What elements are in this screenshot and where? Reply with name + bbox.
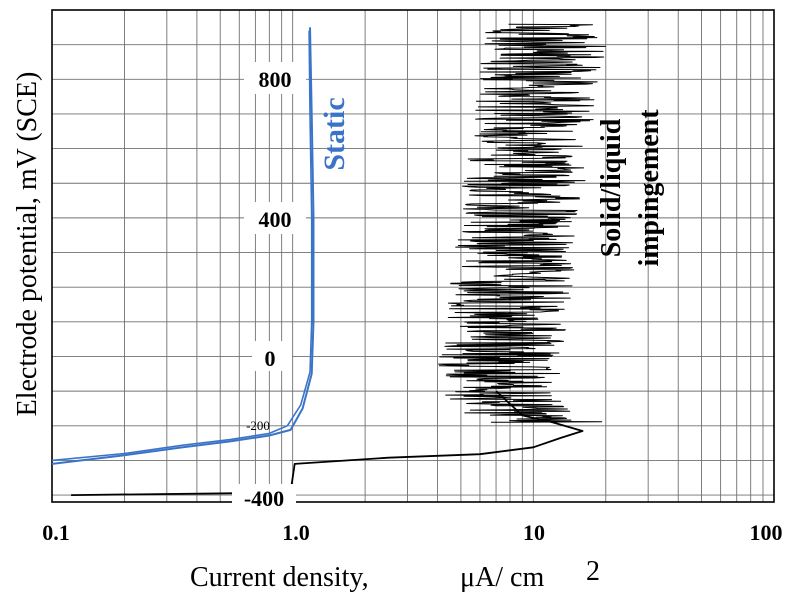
static-curve-return [51, 30, 313, 462]
x-axis-label-text: Current density, [190, 562, 369, 593]
solid-liquid-label-line2: impingement [634, 109, 665, 267]
solid-liquid-label-line1: Solid/liquid [596, 118, 627, 257]
x-axis-unit: μA/ cm [460, 562, 544, 593]
grid [52, 10, 774, 502]
y-tick-minus400: -400 [244, 486, 284, 511]
impingement-curve-lower [71, 390, 584, 496]
y-tick-0: 0 [265, 346, 276, 371]
x-tick-1.0: 1.0 [282, 520, 310, 545]
static-curve-forward [51, 27, 315, 465]
y-tick-400: 400 [259, 207, 292, 232]
static-label: Static [318, 97, 351, 170]
x-axis-label: Current density, μA/ cm 2 [190, 556, 600, 593]
x-axis-unit-exponent: 2 [586, 556, 600, 587]
y-axis-label: Electrode potential, mV (SCE) [12, 72, 43, 417]
x-tick-0.1: 0.1 [42, 520, 70, 545]
x-tick-100: 100 [750, 520, 783, 545]
plot-frame [51, 9, 775, 503]
x-tick-labels: 0.1 1.0 10 100 [42, 520, 782, 545]
impingement-curve-noisy [438, 23, 606, 423]
y-tick-labels: 800 400 0 -200 -400 [232, 62, 306, 512]
y-tick-800: 800 [259, 67, 292, 92]
x-tick-10: 10 [523, 520, 545, 545]
y-tick-minus200: -200 [246, 418, 270, 433]
